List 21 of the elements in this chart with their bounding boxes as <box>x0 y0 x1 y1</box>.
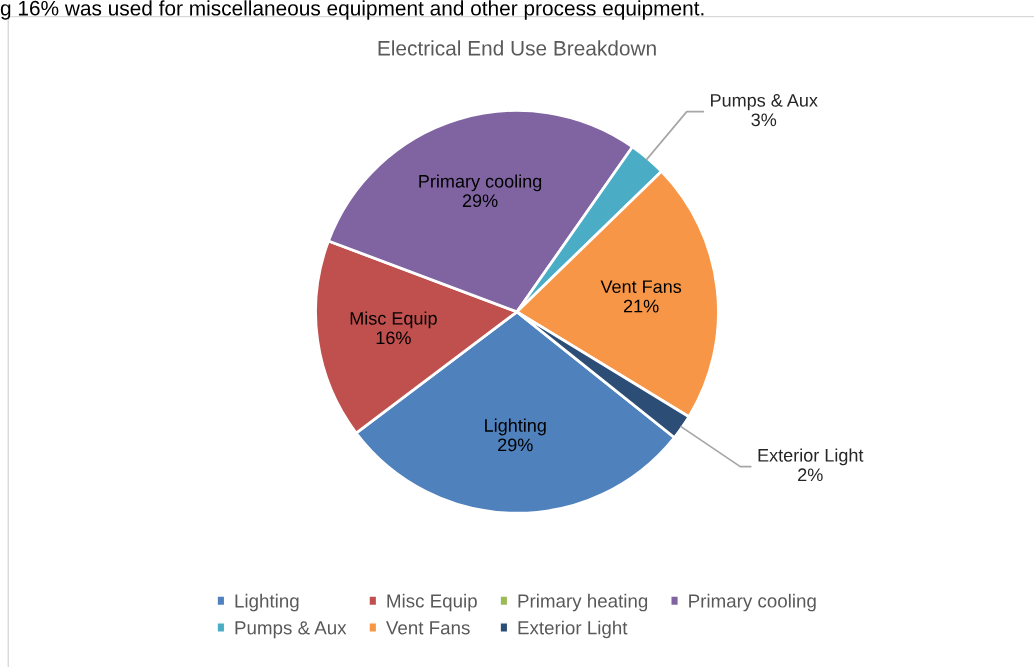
slice-label: Vent Fans <box>600 280 682 294</box>
legend-label: Pumps & Aux <box>235 621 347 639</box>
data-label: 2% <box>798 468 823 482</box>
data-label: 3% <box>751 113 777 127</box>
data-label: 29% <box>498 438 533 452</box>
legend-label: Primary heating <box>518 593 648 612</box>
data-label: 21% <box>623 299 659 313</box>
legend-label: Lighting <box>235 593 299 612</box>
data-label: 29% <box>462 194 498 208</box>
slice-label: Lighting <box>485 418 546 436</box>
slice-label: Misc Equip <box>350 311 437 329</box>
legend-label: Exterior Light <box>518 620 628 639</box>
slice-label: Primary cooling <box>419 174 542 192</box>
chart-title: Electrical End Use Breakdown <box>378 40 656 56</box>
legend-label: Vent Fans <box>386 621 470 635</box>
text: g 16% was used for miscellaneous equipment and other process equipment. <box>0 0 704 20</box>
legend-label: Primary cooling <box>689 593 816 612</box>
data-label: 16% <box>376 331 411 345</box>
slice-label: Exterior Light <box>758 448 864 466</box>
legend-label: Misc Equip <box>387 593 477 612</box>
slice-label: Pumps & Aux <box>711 94 818 111</box>
